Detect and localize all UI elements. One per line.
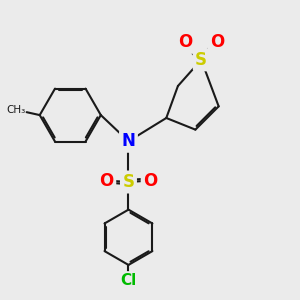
Text: O: O [100,172,114,190]
Text: CH₃: CH₃ [6,105,25,115]
Text: O: O [210,33,224,51]
Text: O: O [143,172,158,190]
Text: S: S [195,51,207,69]
Text: O: O [178,33,192,51]
Text: N: N [122,132,135,150]
Text: Cl: Cl [120,273,136,288]
Text: S: S [122,173,134,191]
